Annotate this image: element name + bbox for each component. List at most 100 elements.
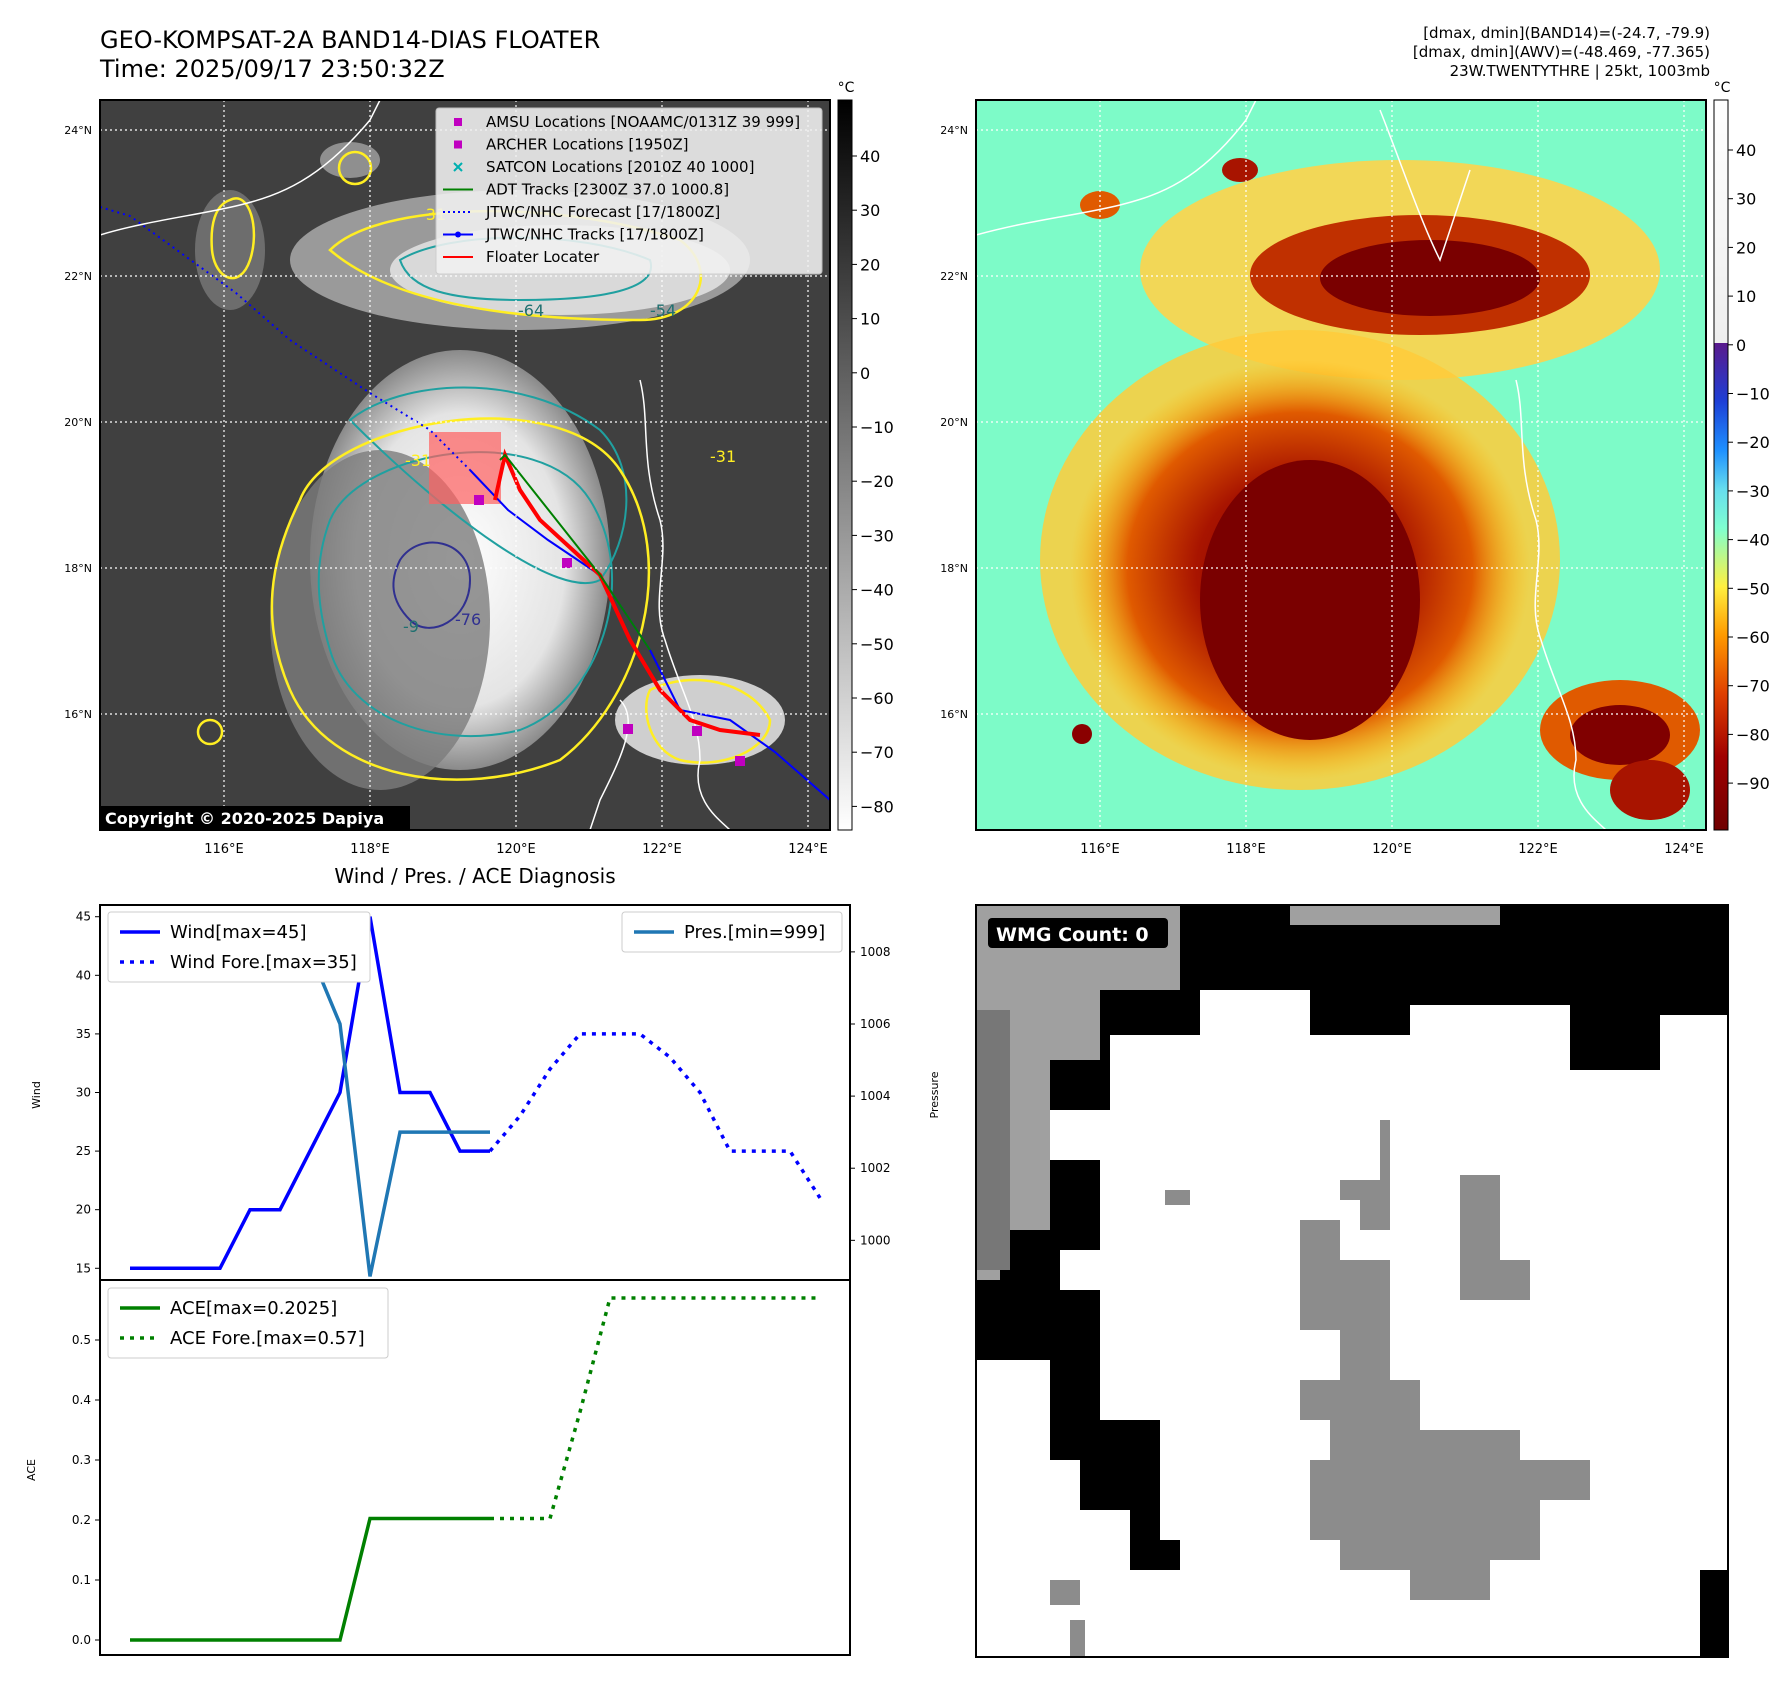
legend-label: ARCHER Locations [1950Z] (486, 136, 689, 154)
lat-label: 16°N (940, 708, 968, 721)
colorbar-tick-label: −40 (860, 581, 894, 600)
lon-label: 120°E (1372, 842, 1412, 857)
lat-label: 22°N (940, 270, 968, 283)
lat-label: 20°N (940, 416, 968, 429)
y-tick-label: 0.1 (72, 1573, 91, 1587)
legend-marker (454, 140, 462, 149)
y-tick-label: 0.2 (72, 1513, 91, 1527)
awv-colorbar-unit: °C (1714, 80, 1731, 96)
ir-contour-labels: -64 -54 -76 -31 -9 -31 -31 (403, 205, 736, 636)
copyright-text: Copyright © 2020-2025 Dapiya (105, 809, 384, 828)
awv-map: 24°N 22°N 20°N 18°N 16°N 116°E 118°E 120°E 122°… (940, 80, 1770, 857)
colorbar-tick-label: 30 (1736, 190, 1756, 209)
ir-frame (99, 99, 831, 831)
legend-label: Floater Locater (486, 248, 600, 266)
awv-gridlines (976, 100, 1706, 830)
colorbar-tick-label: 20 (1736, 238, 1756, 257)
chart-legend (107, 911, 371, 983)
wmg-frame (975, 904, 1729, 1658)
colorbar-tick-label: −50 (860, 635, 894, 654)
y2-tick-label: 1000 (860, 1233, 891, 1247)
series-line (490, 1296, 820, 1521)
lon-label: 122°E (642, 842, 682, 857)
colorbar-tick-label: 0 (1736, 336, 1746, 355)
stats-band14: [dmax, dmin](BAND14)=(-24.7, -79.9) (1423, 24, 1710, 42)
jtwc-forecast-line (100, 206, 471, 471)
contour-label: -31 (710, 447, 736, 466)
colorbar-tick-label: 40 (1736, 141, 1756, 160)
colorbar-tick-label: −90 (1736, 774, 1770, 793)
lat-label: 20°N (64, 416, 92, 429)
colorbar-tick-label: 20 (860, 255, 880, 274)
y-tick-label: 15 (76, 1261, 91, 1275)
colorbar-tick-label: −30 (860, 526, 894, 545)
ir-colorbar-ticks: 40 30 20 10 0 −10 −20 −30 −40 −50 −60 −70 −80 (852, 147, 894, 816)
title-time: Time: 2025/09/17 23:50:32Z (100, 55, 445, 83)
wind-pressure-chart: 45 40 35 30 25 20 15 1008 1006 1004 1002 1000 Wind[m… (76, 904, 891, 1281)
series-line (130, 1516, 490, 1642)
y-tick-label: 30 (76, 1086, 91, 1100)
awv-frame (975, 99, 1707, 831)
ir-colorbar-unit: °C (838, 80, 855, 96)
legend-marker (454, 118, 462, 126)
y-tick-label: 35 (76, 1027, 91, 1041)
y-tick-label: 45 (76, 910, 91, 924)
copyright-box (100, 806, 410, 830)
y-tick-label: 0.0 (72, 1633, 91, 1647)
wind-axis-label: Wind (30, 1081, 43, 1109)
colorbar-tick-label: −70 (1736, 677, 1770, 696)
storm-info: 23W.TWENTYTHRE | 25kt, 1003mb (1449, 62, 1710, 80)
lon-label: 122°E (1518, 842, 1558, 857)
awv-colorbar-cold (1714, 343, 1728, 830)
y2-tick-label: 1004 (860, 1089, 891, 1103)
legend-label: SATCON Locations [2010Z 40 1000] (486, 158, 754, 176)
legend-label: JTWC/NHC Forecast [17/1800Z] (485, 203, 720, 221)
y2-tick-label: 1002 (860, 1161, 891, 1175)
lat-label: 18°N (64, 562, 92, 575)
colorbar-tick-label: 10 (860, 310, 880, 329)
ir-legend: AMSU Locations [NOAAMC/0131Z 39 999] ARCH… (435, 107, 823, 275)
colorbar-tick-label: −10 (1736, 385, 1770, 404)
title-satellite: GEO-KOMPSAT-2A BAND14-DIAS FLOATER (100, 26, 601, 54)
lat-label: 24°N (64, 124, 92, 137)
awv-colorbar (1713, 99, 1729, 831)
wmg-mask (976, 905, 1728, 1657)
floater-locater-line (493, 448, 761, 737)
lon-label: 124°E (788, 842, 828, 857)
y-tick-label: 40 (76, 968, 91, 982)
ir-map: -64 -54 -76 -31 -9 -31 -31 AMSU Location… (64, 80, 894, 857)
awv-colorbar-warm (1714, 100, 1728, 343)
colorbar-tick-label: −60 (1736, 628, 1770, 647)
legend-marker (453, 162, 463, 172)
lat-label: 22°N (64, 270, 92, 283)
colorbar-tick-label: −50 (1736, 579, 1770, 598)
wmg-panel: WMG Count: 0 (975, 904, 1729, 1658)
y-tick-label: 20 (76, 1203, 91, 1217)
colorbar-tick-label: −40 (1736, 531, 1770, 550)
contour-label: -54 (650, 301, 676, 320)
contour-label: -31 (405, 451, 431, 470)
legend-label: Pres.[min=999] (684, 922, 825, 943)
colorbar-tick-label: 10 (1736, 287, 1756, 306)
legend-label: ACE Fore.[max=0.57] (170, 1328, 365, 1349)
series-line (130, 916, 490, 1271)
contour-label: -64 (518, 301, 544, 320)
contour-label: -76 (455, 610, 481, 629)
y-tick-label: 0.5 (72, 1333, 91, 1347)
colorbar-tick-label: 0 (860, 364, 870, 383)
y2-tick-label: 1008 (860, 945, 891, 959)
stats-block: [dmax, dmin](BAND14)=(-24.7, -79.9) [dma… (1413, 24, 1710, 81)
colorbar-tick-label: 30 (860, 201, 880, 220)
ir-lat-labels: 24°N 22°N 20°N 18°N 16°N (64, 124, 92, 721)
floater-box (429, 432, 501, 504)
chart-legend (621, 911, 843, 953)
y-tick-label: 25 (76, 1144, 91, 1158)
colorbar-tick-label: 40 (860, 147, 880, 166)
colorbar-tick-label: −20 (860, 472, 894, 491)
y2-tick-label: 1006 (860, 1017, 891, 1031)
colorbar-tick-label: −20 (1736, 433, 1770, 452)
legend-label: JTWC/NHC Tracks [17/1800Z] (485, 226, 704, 244)
diagnosis-title: Wind / Pres. / ACE Diagnosis (334, 864, 615, 888)
ir-colorbar (837, 99, 853, 831)
lon-label: 118°E (1226, 842, 1266, 857)
